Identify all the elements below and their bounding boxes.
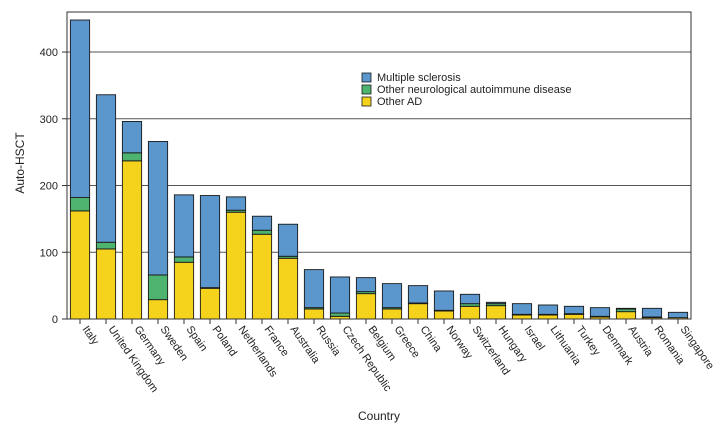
bar-segment <box>615 311 637 320</box>
bar-segment <box>251 229 273 235</box>
x-tick-label: Spain <box>184 324 210 354</box>
bar-segment <box>381 283 403 309</box>
bar-segment <box>433 310 455 320</box>
bar-segment <box>147 141 169 276</box>
bar-segment <box>95 248 117 320</box>
bar-segment <box>225 196 247 211</box>
bar-segment <box>329 276 351 314</box>
bar-segment <box>199 195 221 289</box>
legend-swatch <box>361 84 372 95</box>
bar-segment <box>329 312 351 317</box>
x-tick-label: China <box>418 324 445 355</box>
y-tick-label: 100 <box>40 247 58 259</box>
bar-segment <box>433 290 455 311</box>
bar-segment <box>589 307 611 317</box>
bar-segment <box>69 197 91 212</box>
bar-segment <box>173 194 195 258</box>
bar-segment <box>641 307 663 318</box>
bar-segment <box>69 19 91 198</box>
y-axis: 0 100 200 300 400 <box>40 47 67 326</box>
y-axis-label: Auto-HSCT <box>13 132 27 194</box>
bar-segment <box>407 303 429 320</box>
y-tick-label: 200 <box>40 181 58 193</box>
bar-segment <box>459 293 481 305</box>
legend-label: Multiple sclerosis <box>377 72 461 84</box>
bar-segment <box>121 152 143 162</box>
legend-swatch <box>361 72 372 83</box>
bar-segment <box>121 121 143 154</box>
bar-segment <box>147 274 169 301</box>
bar-segment <box>147 299 169 320</box>
bar-segment <box>563 305 585 315</box>
x-axis-label: Country <box>358 409 400 423</box>
x-tick-label: Poland <box>210 324 239 359</box>
bar-segment <box>69 210 91 320</box>
legend-label: Other neurological autoimmune disease <box>377 84 571 96</box>
bar-segment <box>563 313 585 320</box>
bar-segment <box>303 308 325 320</box>
bar-segment <box>459 305 481 320</box>
bar-segment <box>485 301 507 305</box>
bar-segment <box>537 304 559 315</box>
bar-segment <box>95 241 117 250</box>
bar-segment <box>121 160 143 320</box>
plot-frame <box>66 11 692 320</box>
bar-segment <box>355 293 377 320</box>
bar-segment <box>537 314 559 320</box>
y-tick-label: 400 <box>40 47 58 59</box>
y-tick-label: 0 <box>52 314 58 326</box>
legend-swatch <box>361 96 372 107</box>
bar-segment <box>303 269 325 309</box>
bar-segment <box>407 285 429 304</box>
bar-segment <box>225 211 247 320</box>
legend-label: Other AD <box>377 96 422 108</box>
bar-segment <box>251 215 273 231</box>
x-tick-label: Italy <box>80 324 102 348</box>
gridlines <box>67 51 691 253</box>
bar-series <box>69 19 689 320</box>
bar-segment <box>381 308 403 320</box>
bar-segment <box>355 277 377 293</box>
x-tick-label: Singapore <box>678 324 717 372</box>
bar-segment <box>277 223 299 257</box>
bar-segment <box>173 256 195 263</box>
bar-segment <box>511 314 533 320</box>
x-tick-label: Israel <box>522 324 547 353</box>
bar-segment <box>199 287 221 320</box>
bar-segment <box>615 307 637 310</box>
bar-segment <box>485 305 507 320</box>
bar-segment <box>277 257 299 320</box>
bar-segment <box>667 311 689 319</box>
bar-segment <box>95 94 117 243</box>
y-tick-label: 300 <box>40 114 58 126</box>
bar-segment <box>511 303 533 315</box>
bar-segment <box>173 261 195 320</box>
bar-segment <box>251 233 273 320</box>
